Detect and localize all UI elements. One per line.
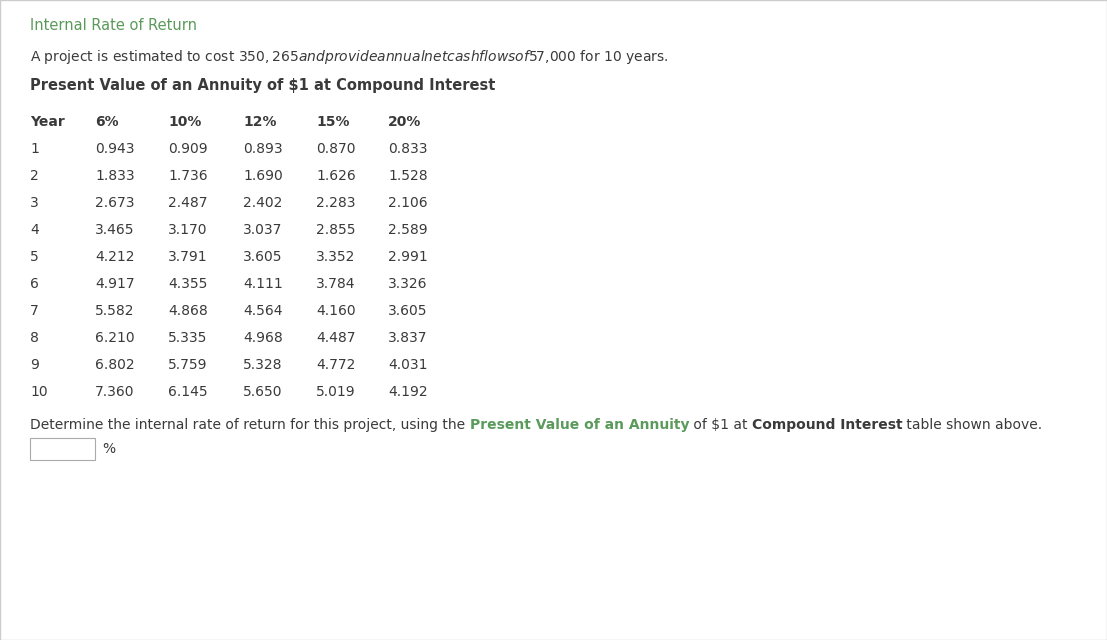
Text: 9: 9 (30, 358, 39, 372)
Text: 2.487: 2.487 (168, 196, 207, 210)
Text: 4.160: 4.160 (315, 304, 355, 318)
Text: 12%: 12% (244, 115, 277, 129)
Bar (30, 438, 95, 460)
Text: 8: 8 (30, 331, 39, 345)
Text: 6.802: 6.802 (95, 358, 135, 372)
Text: 3.605: 3.605 (387, 304, 427, 318)
Text: 6: 6 (30, 277, 39, 291)
Text: 20%: 20% (387, 115, 422, 129)
Text: 15%: 15% (315, 115, 350, 129)
Text: 4.355: 4.355 (168, 277, 207, 291)
Text: 4.031: 4.031 (387, 358, 427, 372)
Text: table shown above.: table shown above. (902, 418, 1043, 432)
Text: 2.855: 2.855 (315, 223, 355, 237)
Text: 0.833: 0.833 (387, 142, 427, 156)
Text: 1.626: 1.626 (315, 169, 355, 183)
Text: 6.145: 6.145 (168, 385, 208, 399)
Text: 3.170: 3.170 (168, 223, 207, 237)
Text: 1.833: 1.833 (95, 169, 135, 183)
Text: 5.650: 5.650 (244, 385, 282, 399)
Text: 3.605: 3.605 (244, 250, 282, 264)
Text: 10: 10 (30, 385, 48, 399)
Text: 4.192: 4.192 (387, 385, 427, 399)
Text: 4.487: 4.487 (315, 331, 355, 345)
Text: 3.352: 3.352 (315, 250, 355, 264)
Text: 7: 7 (30, 304, 39, 318)
Text: 4.968: 4.968 (244, 331, 282, 345)
Text: 4.772: 4.772 (315, 358, 355, 372)
Text: of $1 at: of $1 at (689, 418, 752, 432)
Text: 1.690: 1.690 (244, 169, 282, 183)
Text: 10%: 10% (168, 115, 201, 129)
Text: %: % (102, 442, 115, 456)
Text: 4.212: 4.212 (95, 250, 134, 264)
Text: 2.673: 2.673 (95, 196, 134, 210)
Text: Determine the internal rate of return for this project, using the: Determine the internal rate of return fo… (30, 418, 469, 432)
Text: 2.283: 2.283 (315, 196, 355, 210)
Text: 4.917: 4.917 (95, 277, 135, 291)
Text: Internal Rate of Return: Internal Rate of Return (30, 18, 197, 33)
Text: 2.402: 2.402 (244, 196, 282, 210)
Text: 2.589: 2.589 (387, 223, 427, 237)
Text: 4.111: 4.111 (244, 277, 282, 291)
Text: Year: Year (30, 115, 64, 129)
Text: 2.991: 2.991 (387, 250, 427, 264)
Text: 3.784: 3.784 (315, 277, 355, 291)
Text: 3.326: 3.326 (387, 277, 427, 291)
Text: 3.791: 3.791 (168, 250, 208, 264)
Text: 7.360: 7.360 (95, 385, 134, 399)
Text: 3.465: 3.465 (95, 223, 134, 237)
Text: Compound Interest: Compound Interest (752, 418, 902, 432)
Text: 1.528: 1.528 (387, 169, 427, 183)
Text: A project is estimated to cost $350,265 and provide annual net cash flows of $57: A project is estimated to cost $350,265 … (30, 48, 669, 66)
Text: 2.106: 2.106 (387, 196, 427, 210)
Text: 4: 4 (30, 223, 39, 237)
Text: 4.564: 4.564 (244, 304, 282, 318)
Text: 5.019: 5.019 (315, 385, 355, 399)
Text: 0.870: 0.870 (315, 142, 355, 156)
Text: 5.328: 5.328 (244, 358, 282, 372)
Text: 5.759: 5.759 (168, 358, 207, 372)
Text: 0.893: 0.893 (244, 142, 282, 156)
Text: 1: 1 (30, 142, 39, 156)
Text: 0.943: 0.943 (95, 142, 134, 156)
Text: Present Value of an Annuity: Present Value of an Annuity (469, 418, 689, 432)
Text: 1.736: 1.736 (168, 169, 208, 183)
Text: 3: 3 (30, 196, 39, 210)
Text: 4.868: 4.868 (168, 304, 208, 318)
Text: 6%: 6% (95, 115, 118, 129)
Text: 2: 2 (30, 169, 39, 183)
Text: 3.837: 3.837 (387, 331, 427, 345)
Text: 6.210: 6.210 (95, 331, 135, 345)
Text: 5: 5 (30, 250, 39, 264)
Text: Present Value of an Annuity of $1 at Compound Interest: Present Value of an Annuity of $1 at Com… (30, 78, 495, 93)
Text: 5.335: 5.335 (168, 331, 207, 345)
Text: 5.582: 5.582 (95, 304, 134, 318)
Text: 3.037: 3.037 (244, 223, 282, 237)
Text: 0.909: 0.909 (168, 142, 208, 156)
